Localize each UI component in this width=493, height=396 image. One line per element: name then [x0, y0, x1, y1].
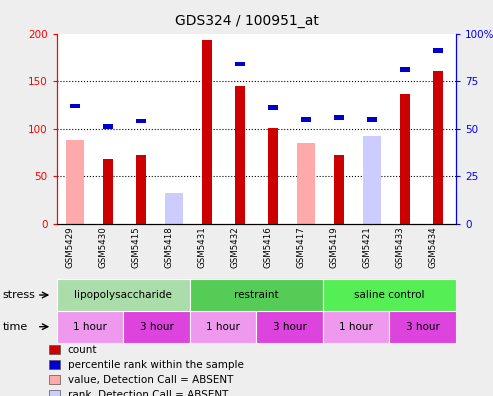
Bar: [400, 67, 410, 72]
Bar: [165, 205, 183, 224]
Text: 3 hour: 3 hour: [140, 322, 174, 332]
Text: value, Detection Call = ABSENT: value, Detection Call = ABSENT: [68, 375, 233, 385]
Bar: [301, 117, 311, 122]
Bar: [334, 155, 344, 224]
Text: rank, Detection Call = ABSENT: rank, Detection Call = ABSENT: [68, 390, 228, 396]
Text: GSM5434: GSM5434: [429, 227, 438, 268]
Bar: [235, 86, 245, 224]
Text: GSM5418: GSM5418: [165, 227, 174, 268]
Text: lipopolysaccharide: lipopolysaccharide: [74, 290, 172, 300]
Text: GSM5431: GSM5431: [198, 227, 207, 268]
Text: 1 hour: 1 hour: [206, 322, 240, 332]
Bar: [103, 124, 113, 129]
Bar: [256, 311, 323, 343]
Bar: [323, 311, 389, 343]
Bar: [334, 115, 344, 120]
Bar: [202, 40, 212, 224]
Bar: [66, 140, 84, 224]
Bar: [70, 103, 80, 108]
Text: 1 hour: 1 hour: [73, 322, 107, 332]
Bar: [363, 165, 381, 224]
Text: GSM5417: GSM5417: [297, 227, 306, 268]
Bar: [363, 136, 381, 224]
Text: GSM5433: GSM5433: [396, 227, 405, 268]
Text: percentile rank within the sample: percentile rank within the sample: [68, 360, 244, 370]
Text: GSM5419: GSM5419: [330, 227, 339, 268]
Text: GSM5416: GSM5416: [264, 227, 273, 268]
Bar: [57, 311, 123, 343]
Bar: [202, 26, 212, 30]
Bar: [268, 128, 278, 224]
Text: 3 hour: 3 hour: [406, 322, 440, 332]
Bar: [165, 193, 183, 224]
Bar: [323, 279, 456, 311]
Bar: [190, 279, 323, 311]
Text: restraint: restraint: [234, 290, 279, 300]
Text: GSM5432: GSM5432: [231, 227, 240, 268]
Text: GDS324 / 100951_at: GDS324 / 100951_at: [175, 14, 318, 28]
Bar: [136, 119, 146, 124]
Bar: [297, 143, 315, 224]
Text: GSM5421: GSM5421: [363, 227, 372, 268]
Bar: [190, 311, 256, 343]
Bar: [136, 155, 146, 224]
Text: 3 hour: 3 hour: [273, 322, 307, 332]
Bar: [57, 279, 190, 311]
Bar: [389, 311, 456, 343]
Text: count: count: [68, 345, 97, 355]
Bar: [103, 159, 113, 224]
Bar: [433, 48, 443, 53]
Bar: [268, 105, 278, 110]
Bar: [123, 311, 190, 343]
Text: GSM5430: GSM5430: [99, 227, 108, 268]
Text: 1 hour: 1 hour: [339, 322, 373, 332]
Bar: [367, 117, 377, 122]
Text: GSM5429: GSM5429: [66, 227, 75, 268]
Bar: [400, 95, 410, 224]
Text: saline control: saline control: [354, 290, 425, 300]
Text: time: time: [2, 322, 28, 332]
Text: GSM5415: GSM5415: [132, 227, 141, 268]
Text: stress: stress: [2, 290, 35, 300]
Bar: [235, 62, 245, 67]
Bar: [433, 71, 443, 224]
